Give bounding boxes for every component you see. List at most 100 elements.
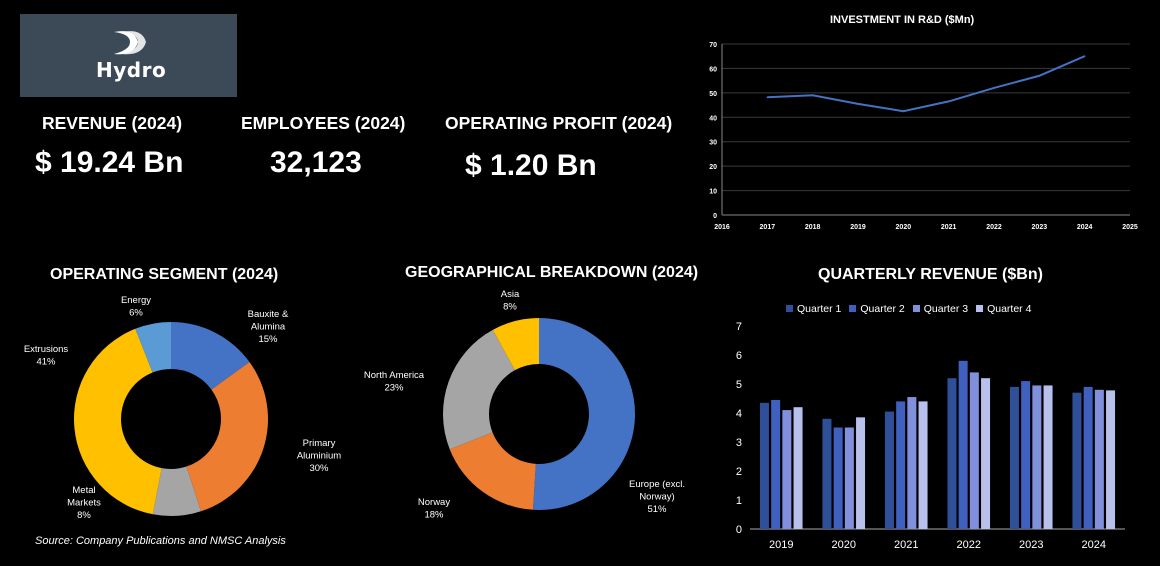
rd-ytick-label: 20 bbox=[709, 164, 717, 171]
rd-xtick-label: 2017 bbox=[760, 224, 776, 231]
rd-data-point bbox=[947, 100, 950, 103]
donut-slice-energy bbox=[135, 322, 171, 373]
rd-data-point bbox=[1083, 55, 1086, 58]
rd-chart-title: INVESTMENT IN R&D ($Mn) bbox=[830, 14, 975, 26]
donut-data-label: Europe (excl. Norway) 51% bbox=[629, 479, 685, 515]
kpi-revenue-value: $ 19.24 Bn bbox=[35, 146, 184, 179]
q-bar bbox=[833, 427, 843, 529]
donut-data-label: Norway 18% bbox=[418, 497, 450, 521]
quarterly-legend: Quarter 1 Quarter 2 Quarter 3 Quarter 4 bbox=[786, 299, 1039, 317]
q-bar bbox=[1021, 381, 1031, 529]
rd-data-point bbox=[766, 96, 769, 99]
kpi-employees-label: EMPLOYEES (2024) bbox=[241, 113, 406, 133]
rd-xtick-label: 2016 bbox=[714, 224, 730, 231]
rd-data-point bbox=[811, 94, 814, 97]
q-bar bbox=[1094, 389, 1104, 529]
q-legend-swatch bbox=[912, 305, 920, 312]
kpi-revenue-label: REVENUE (2024) bbox=[42, 113, 183, 133]
q-legend-item: Quarter 3 bbox=[912, 302, 969, 315]
q-bar bbox=[856, 417, 866, 529]
q-bar bbox=[1032, 385, 1042, 529]
donut-slice-europe-excl-norway- bbox=[532, 318, 635, 510]
q-bar bbox=[1083, 386, 1093, 529]
q-bar bbox=[1072, 392, 1082, 529]
q-ytick-label: 3 bbox=[736, 437, 742, 449]
rd-ytick-label: 30 bbox=[709, 140, 717, 147]
q-legend-label: Quarter 2 bbox=[860, 302, 905, 315]
donut-slice-extrusions bbox=[73, 328, 162, 515]
quarterly-chart-title: QUARTERLY REVENUE ($Bn) bbox=[818, 266, 1043, 283]
q-xtick-label: 2021 bbox=[894, 539, 918, 551]
q-legend-label: Quarter 1 bbox=[797, 302, 842, 315]
donut-data-label: Primary Aluminium 30% bbox=[297, 438, 341, 474]
kpi-operating-profit-label: OPERATING PROFIT (2024) bbox=[445, 113, 673, 133]
rd-data-point bbox=[1038, 74, 1041, 77]
segment-donut-chart: Bauxite & Alumina 15% Primary Aluminium 30% Me… bbox=[24, 295, 341, 521]
donut-slice-primary-aluminium bbox=[186, 361, 269, 512]
segment-chart-title: OPERATING SEGMENT (2024) bbox=[50, 266, 279, 283]
q-legend-label: Quarter 3 bbox=[923, 302, 969, 315]
q-bar bbox=[1106, 390, 1116, 529]
q-legend-swatch bbox=[786, 305, 793, 312]
q-bar bbox=[969, 372, 979, 529]
kpi-employees-value: 32,123 bbox=[270, 146, 362, 179]
donut-data-label: Asia 8% bbox=[501, 289, 520, 313]
q-ytick-label: 1 bbox=[736, 495, 742, 507]
q-xtick-label: 2023 bbox=[1019, 539, 1043, 551]
rd-ytick-label: 50 bbox=[709, 91, 717, 98]
q-bar bbox=[958, 360, 968, 529]
q-ytick-label: 7 bbox=[736, 321, 742, 333]
donut-slice-bauxite-alumina bbox=[171, 322, 250, 390]
hydro-logo-mark-icon bbox=[114, 31, 146, 55]
hydro-logo: Hydro bbox=[20, 14, 237, 97]
source-note: Source: Company Publications and NMSC An… bbox=[35, 535, 286, 547]
donut-data-label: Energy 6% bbox=[121, 295, 151, 319]
rd-data-point bbox=[857, 103, 859, 105]
rd-xtick-label: 2018 bbox=[805, 224, 821, 231]
q-ytick-label: 6 bbox=[736, 350, 742, 362]
q-bar bbox=[918, 401, 928, 529]
rd-xtick-label: 2023 bbox=[1032, 224, 1048, 231]
q-bar bbox=[822, 418, 832, 529]
donut-slice-norway bbox=[449, 432, 536, 510]
q-bar bbox=[884, 411, 894, 529]
q-bar bbox=[782, 410, 792, 529]
q-legend-label: Quarter 4 bbox=[987, 302, 1032, 315]
rd-ytick-label: 60 bbox=[709, 66, 717, 73]
q-xtick-label: 2024 bbox=[1082, 539, 1106, 551]
rd-ytick-label: 70 bbox=[709, 42, 717, 49]
quarterly-bar-chart: 0 1 2 3 4 5 6 7 2019 2020 2021 2022 2023 2024 bbox=[736, 321, 1125, 551]
donut-data-label: Metal Markets 8% bbox=[67, 485, 101, 521]
rd-xtick-label: 2022 bbox=[986, 224, 1002, 231]
donut-data-label: Bauxite & Alumina 15% bbox=[248, 309, 289, 345]
rd-ytick-label: 0 bbox=[713, 213, 717, 220]
q-bar bbox=[1009, 386, 1019, 529]
q-ytick-label: 4 bbox=[736, 408, 742, 420]
rd-xtick-label: 2024 bbox=[1077, 224, 1093, 231]
donut-slice-north-america bbox=[443, 329, 515, 450]
q-xtick-label: 2019 bbox=[769, 539, 793, 551]
q-bar bbox=[907, 397, 917, 529]
rd-data-point bbox=[993, 87, 995, 89]
donut-data-label: North America 23% bbox=[364, 370, 425, 394]
geo-donut-chart: Europe (excl. Norway) 51% Norway 18% North Am… bbox=[364, 289, 685, 521]
brand-name: Hydro bbox=[96, 58, 167, 82]
rd-xtick-label: 2020 bbox=[896, 224, 912, 231]
donut-data-label: Extrusions 41% bbox=[24, 344, 69, 368]
q-bar bbox=[844, 427, 854, 529]
rd-line-chart: 0 10 20 30 40 50 60 70 2016 2017 2018 2019 2020 2021 2… bbox=[709, 42, 1138, 231]
q-xtick-label: 2020 bbox=[832, 539, 856, 551]
rd-series-line bbox=[767, 55, 1086, 113]
geo-chart-title: GEOGRAPHICAL BREAKDOWN (2024) bbox=[405, 264, 699, 281]
q-bar bbox=[759, 402, 769, 529]
q-ytick-label: 2 bbox=[736, 466, 742, 478]
rd-xtick-label: 2021 bbox=[941, 224, 957, 231]
q-legend-item: Quarter 1 bbox=[786, 303, 841, 315]
q-legend-item: Quarter 2 bbox=[849, 302, 905, 315]
rd-ytick-label: 10 bbox=[709, 189, 717, 196]
q-legend-swatch bbox=[849, 305, 857, 312]
q-ytick-label: 0 bbox=[736, 524, 742, 536]
q-xtick-label: 2022 bbox=[957, 539, 981, 551]
rd-data-point bbox=[902, 110, 905, 112]
q-bar bbox=[1043, 385, 1053, 529]
